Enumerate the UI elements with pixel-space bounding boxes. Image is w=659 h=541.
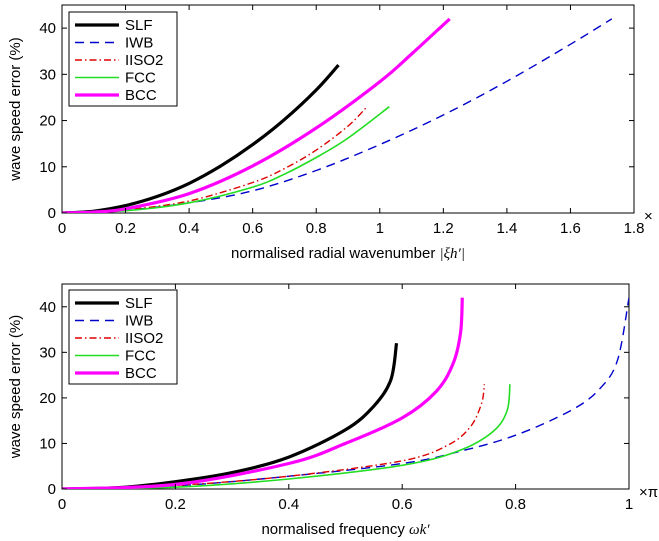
x-axis-label-math: ωk′ — [409, 522, 430, 538]
x-tick-label: 1 — [376, 220, 384, 237]
x-tick-label: 1.4 — [496, 220, 517, 237]
x-tick-label: 0.8 — [505, 496, 526, 513]
series-group — [62, 297, 629, 489]
x-tick-label: 0.2 — [115, 220, 136, 237]
x-multiplier: ×π — [639, 484, 658, 501]
series-line-iwb — [62, 18, 613, 213]
series-line-slf — [62, 64, 340, 213]
legend-box — [68, 289, 178, 385]
legend-label-bcc: BCC — [125, 365, 157, 382]
series-line-iwb — [62, 297, 629, 489]
legend-label-iwb: IWB — [125, 35, 153, 52]
chart-1: 0 0.2 0.4 0.6 0.8 1 1.2 1.4 1.6 1.8 0 10 20 30 40 × norm… — [7, 4, 653, 262]
y-tick-label: 0 — [48, 205, 56, 222]
x-axis-label-text: normalised radial wavenumber — [231, 245, 439, 262]
x-axis-label: normalised radial wavenumber |ξh′| — [231, 245, 465, 262]
x-tick-label: 0.2 — [165, 496, 186, 513]
series-line-iiso2 — [62, 384, 486, 489]
x-tick-label: 0.6 — [392, 496, 413, 513]
series-line-bcc — [62, 297, 464, 489]
y-tick-label: 20 — [39, 390, 56, 407]
series-line-fcc — [62, 106, 390, 213]
x-tick-label: 0.8 — [306, 220, 327, 237]
y-tick-label: 30 — [39, 66, 56, 83]
legend-label-iwb: IWB — [125, 313, 153, 330]
legend-label-iiso2: IISO2 — [125, 52, 163, 69]
y-tick-label: 20 — [39, 113, 56, 130]
y-tick-label: 0 — [48, 481, 56, 498]
legend-label-iiso2: IISO2 — [125, 330, 163, 347]
legend-label-slf: SLF — [125, 295, 153, 312]
legend-label-bcc: BCC — [125, 87, 157, 104]
y-tick-label: 10 — [39, 435, 56, 452]
x-tick-label: 1.2 — [433, 220, 454, 237]
legend-label-fcc: FCC — [125, 348, 156, 365]
series-line-iiso2 — [62, 106, 368, 213]
series-group — [62, 17, 613, 213]
y-tick-label: 30 — [39, 344, 56, 361]
x-tick-label: 1.6 — [560, 220, 581, 237]
legend-box — [68, 11, 178, 107]
x-axis-label-text: normalised frequency — [261, 521, 409, 538]
y-tick-label: 40 — [39, 299, 56, 316]
y-tick-label: 10 — [39, 159, 56, 176]
legend-label-fcc: FCC — [125, 70, 156, 87]
x-axis-label-math: |ξh′| — [439, 246, 464, 262]
x-tick-label: 0.4 — [278, 496, 299, 513]
x-tick-label: 0 — [58, 496, 66, 513]
x-tick-label: 1 — [625, 496, 633, 513]
legend-label-slf: SLF — [125, 17, 153, 34]
x-axis-label: normalised frequency ωk′ — [261, 521, 430, 538]
y-tick-label: 40 — [39, 20, 56, 37]
x-tick-label: 1.8 — [624, 220, 645, 237]
y-axis-label: wave speed error (%) — [7, 315, 24, 459]
x-tick-label: 0.6 — [242, 220, 263, 237]
series-line-bcc — [62, 17, 451, 213]
x-multiplier: × — [644, 208, 653, 225]
x-tick-label: 0 — [58, 220, 66, 237]
x-tick-label: 0.4 — [179, 220, 200, 237]
y-axis-label: wave speed error (%) — [7, 37, 24, 181]
